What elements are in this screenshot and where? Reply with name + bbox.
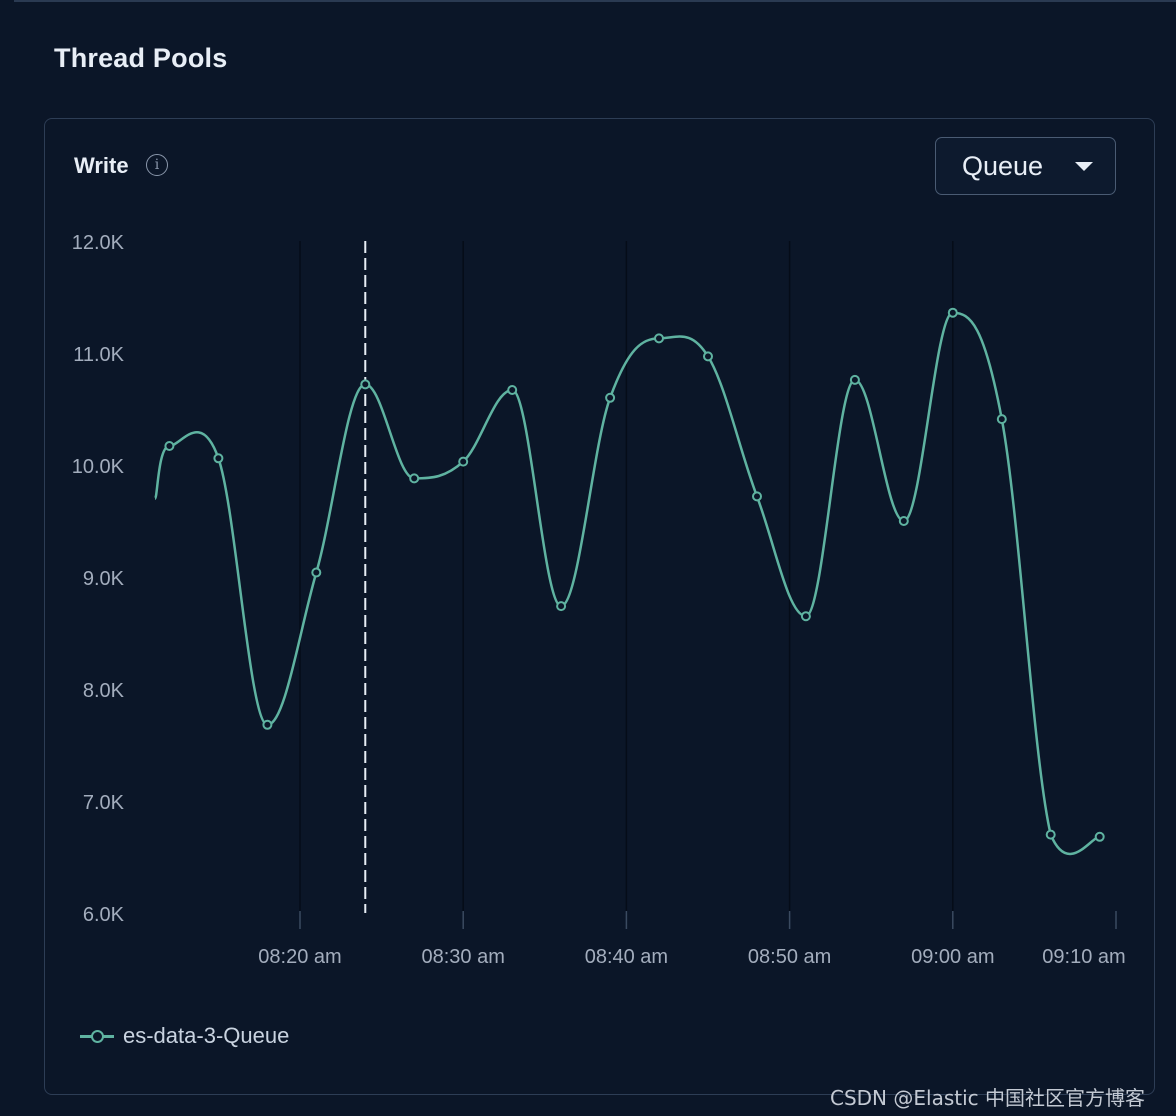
y-tick-label: 10.0K xyxy=(72,456,125,478)
data-point xyxy=(213,453,224,464)
data-point xyxy=(996,414,1007,425)
data-point xyxy=(311,567,322,578)
legend-line-marker xyxy=(80,1029,114,1043)
write-panel xyxy=(44,118,1155,1095)
x-tick-label: 08:30 am xyxy=(422,946,505,968)
y-tick-label: 9.0K xyxy=(83,568,125,590)
data-point xyxy=(1094,831,1105,842)
data-point xyxy=(1045,829,1056,840)
data-point xyxy=(605,392,616,403)
data-point xyxy=(654,333,664,344)
y-tick-label: 12.0K xyxy=(72,232,125,254)
data-point xyxy=(458,456,469,467)
x-tick-label: 08:40 am xyxy=(585,946,668,968)
legend-item[interactable]: es-data-3-Queue xyxy=(80,1021,289,1051)
y-tick-label: 6.0K xyxy=(83,904,125,926)
data-point xyxy=(849,374,860,385)
y-tick-label: 7.0K xyxy=(83,792,125,814)
data-point xyxy=(262,719,273,730)
data-point xyxy=(703,351,713,362)
info-icon[interactable]: i xyxy=(146,154,168,176)
data-point xyxy=(164,441,175,451)
data-point xyxy=(556,601,567,612)
metric-select[interactable]: Queue xyxy=(935,137,1116,195)
y-tick-label: 11.0K xyxy=(73,344,124,366)
x-tick-label: 09:10 am xyxy=(1042,946,1125,968)
legend-label: es-data-3-Queue xyxy=(123,1023,290,1048)
data-point xyxy=(800,611,811,622)
data-point xyxy=(752,491,762,502)
top-divider xyxy=(14,0,1176,2)
chevron-down-icon xyxy=(1075,162,1093,171)
y-tick-label: 8.0K xyxy=(83,680,125,702)
data-point xyxy=(507,385,518,395)
series-line xyxy=(153,311,1101,856)
panel-title: Write xyxy=(74,153,129,178)
data-point xyxy=(360,379,371,390)
x-tick-label: 08:50 am xyxy=(748,946,831,968)
data-point xyxy=(898,516,909,526)
x-tick-label: 08:20 am xyxy=(258,946,341,968)
data-point xyxy=(409,473,420,484)
metric-select-value: Queue xyxy=(962,151,1044,181)
section-title: Thread Pools xyxy=(54,43,228,73)
x-tick-label: 09:00 am xyxy=(911,946,994,968)
watermark: CSDN @Elastic 中国社区官方博客 xyxy=(830,1086,1145,1110)
data-point xyxy=(947,307,958,318)
